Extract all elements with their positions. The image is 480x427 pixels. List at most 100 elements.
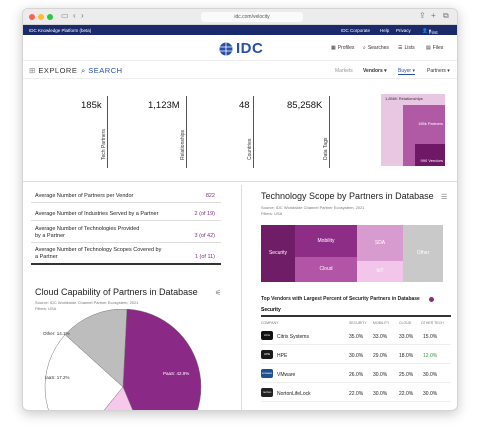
tm-iot[interactable]: IoT: [357, 261, 403, 282]
stat-value: 1,123M: [148, 100, 180, 111]
help-link[interactable]: Help: [380, 27, 390, 33]
user-menu[interactable]: 👤 First L. ▾: [422, 27, 438, 41]
pie-slice-paas[interactable]: [122, 309, 202, 411]
security-pct: 30.0%: [349, 353, 364, 359]
top-vendors-title: Top Vendors with Largest Percent of Secu…: [261, 296, 420, 302]
search-icon: ⌕: [81, 66, 86, 75]
tm-other[interactable]: Other: [403, 225, 443, 282]
security-pct: 26.0%: [349, 372, 364, 378]
stat-label: Data Tags: [323, 137, 329, 160]
maximize-window-icon[interactable]: [47, 14, 53, 20]
stat-divider: [329, 96, 330, 168]
privacy-link[interactable]: Privacy: [396, 27, 411, 33]
stat-divider: [253, 96, 254, 168]
sidebar-toggle-icon[interactable]: ▭: [61, 11, 69, 20]
nav-markets[interactable]: Markets: [335, 68, 353, 74]
tech-scope-filter: Filters: USA: [261, 211, 283, 216]
tm-cloud[interactable]: Cloud: [295, 257, 357, 282]
security-tab[interactable]: Security: [261, 307, 451, 317]
average-row: Average Number of Partners per Vendor 822: [31, 189, 221, 203]
files-link[interactable]: ▤ Files: [426, 45, 444, 51]
security-pct: 35.0%: [349, 334, 364, 340]
stat-label: Relationships: [180, 129, 186, 160]
vendor-name[interactable]: Citrix Systems: [277, 334, 309, 340]
pie-label-paas: PaaS: 42.9%: [163, 371, 189, 376]
tm-sda[interactable]: SDA: [357, 225, 403, 261]
vendor-logo: HPE: [261, 350, 273, 359]
address-bar[interactable]: idc.com/velocity: [201, 12, 303, 22]
table-row[interactable]: HPE HPE 30.0% 29.0% 18.0% 12.0%: [261, 346, 451, 364]
pie-slice-iaas[interactable]: [74, 386, 153, 411]
new-tab-icon[interactable]: +: [431, 11, 436, 20]
close-window-icon[interactable]: [29, 14, 35, 20]
filter-settings-icon[interactable]: ⚟: [215, 290, 222, 297]
tm-mobility[interactable]: Mobility: [295, 225, 357, 257]
cloud-filter: Filters: USA: [35, 306, 57, 311]
panel-divider: [241, 185, 242, 410]
vendor-logo: vmware: [261, 369, 273, 378]
average-row: Average Number of Industries Served by a…: [31, 207, 221, 221]
vendor-name[interactable]: VMware: [277, 372, 296, 378]
searches-icon: ⌕: [363, 45, 366, 51]
browser-window: ▭ ‹ › idc.com/velocity ⇪ + ⧉ IDC Knowled…: [22, 8, 458, 411]
stat-value: 185k: [81, 100, 102, 111]
tech-scope-title: Technology Scope by Partners in Database: [261, 191, 434, 201]
other-tech-pct: 12.0%: [423, 353, 438, 359]
minimize-window-icon[interactable]: [38, 14, 44, 20]
stat-value: 48: [239, 100, 250, 111]
cloud-pct: 22.0%: [399, 391, 414, 397]
explore-tab[interactable]: ⊞ EXPLORE: [29, 66, 78, 75]
relationships-label: 1,856K Relationships: [385, 96, 423, 101]
tech-scope-source: Source: IDC Worldwide Channel Partner Ec…: [261, 205, 365, 210]
vendor-logo: norton: [261, 388, 273, 397]
col-company: COMPANY: [261, 321, 279, 325]
search-tab[interactable]: ⌕ SEARCH: [81, 66, 123, 75]
profiles-icon: ▦: [331, 45, 336, 51]
pie-slice-saas[interactable]: [44, 334, 124, 411]
tm-security[interactable]: Security: [261, 225, 295, 282]
stat-value: 85,258K: [287, 100, 323, 111]
more-options-icon[interactable]: ☰: [441, 194, 448, 201]
corporate-bar: IDC Knowledge Platform (beta) IDC Corpor…: [23, 25, 457, 41]
stat-divider: [107, 96, 108, 168]
stat-label: Countries: [247, 138, 253, 160]
profiles-link[interactable]: ▦ Profiles: [331, 45, 355, 51]
platform-label: IDC Knowledge Platform (beta): [29, 27, 92, 33]
share-icon[interactable]: ⇪: [419, 11, 426, 20]
other-tech-pct: 15.0%: [423, 334, 438, 340]
nav-vendors[interactable]: Vendors ▾: [363, 68, 387, 74]
vendor-name[interactable]: HPE: [277, 353, 288, 359]
pie-slice-other[interactable]: [64, 309, 128, 388]
stat-label: Tech Partners: [101, 129, 107, 160]
idc-globe-icon: [219, 42, 233, 55]
mobility-pct: 33.0%: [373, 334, 388, 340]
corporate-link[interactable]: IDC Corporate: [341, 27, 371, 33]
mobility-pct: 30.0%: [373, 372, 388, 378]
table-row[interactable]: norton NortonLifeLock 22.0% 30.0% 22.0% 30.0%: [261, 384, 451, 402]
security-pct: 22.0%: [349, 391, 364, 397]
vendors-box[interactable]: 990 Vendors: [415, 144, 445, 166]
table-row[interactable]: citrix Citrix Systems 35.0% 33.0% 33.0% 15.0%: [261, 327, 451, 345]
lists-icon: ☰: [398, 45, 403, 51]
cloud-pie-chart: PaaS: 42.9% IaaS: 17.2% Other: 14.1%: [43, 309, 202, 411]
files-icon: ▤: [426, 45, 431, 51]
back-icon[interactable]: ‹: [73, 11, 76, 20]
other-tech-pct: 30.0%: [423, 372, 438, 378]
idc-logo[interactable]: IDC: [219, 40, 263, 57]
info-icon[interactable]: [429, 297, 434, 302]
cloud-pct: 18.0%: [399, 353, 414, 359]
average-row: Average Number of Technology Scopes Cove…: [31, 245, 221, 265]
mobility-pct: 29.0%: [373, 353, 388, 359]
col-other-tech: OTHER TECH: [421, 321, 444, 325]
lists-link[interactable]: ☰ Lists: [398, 45, 415, 51]
table-row[interactable]: vmware VMware 26.0% 30.0% 25.0% 30.0%: [261, 365, 451, 383]
browser-toolbar: ▭ ‹ › idc.com/velocity ⇪ + ⧉: [23, 9, 457, 25]
forward-icon[interactable]: ›: [81, 11, 84, 20]
nav-buyer[interactable]: Buyer ▾: [398, 68, 415, 75]
nav-partners[interactable]: Partners ▾: [427, 68, 450, 74]
searches-link[interactable]: ⌕ Searches: [363, 45, 389, 51]
stats-panel: 185k Tech Partners 1,123M Relationships …: [23, 88, 457, 182]
cloud-pct: 25.0%: [399, 372, 414, 378]
tabs-overview-icon[interactable]: ⧉: [443, 11, 449, 20]
vendor-name[interactable]: NortonLifeLock: [277, 391, 311, 397]
